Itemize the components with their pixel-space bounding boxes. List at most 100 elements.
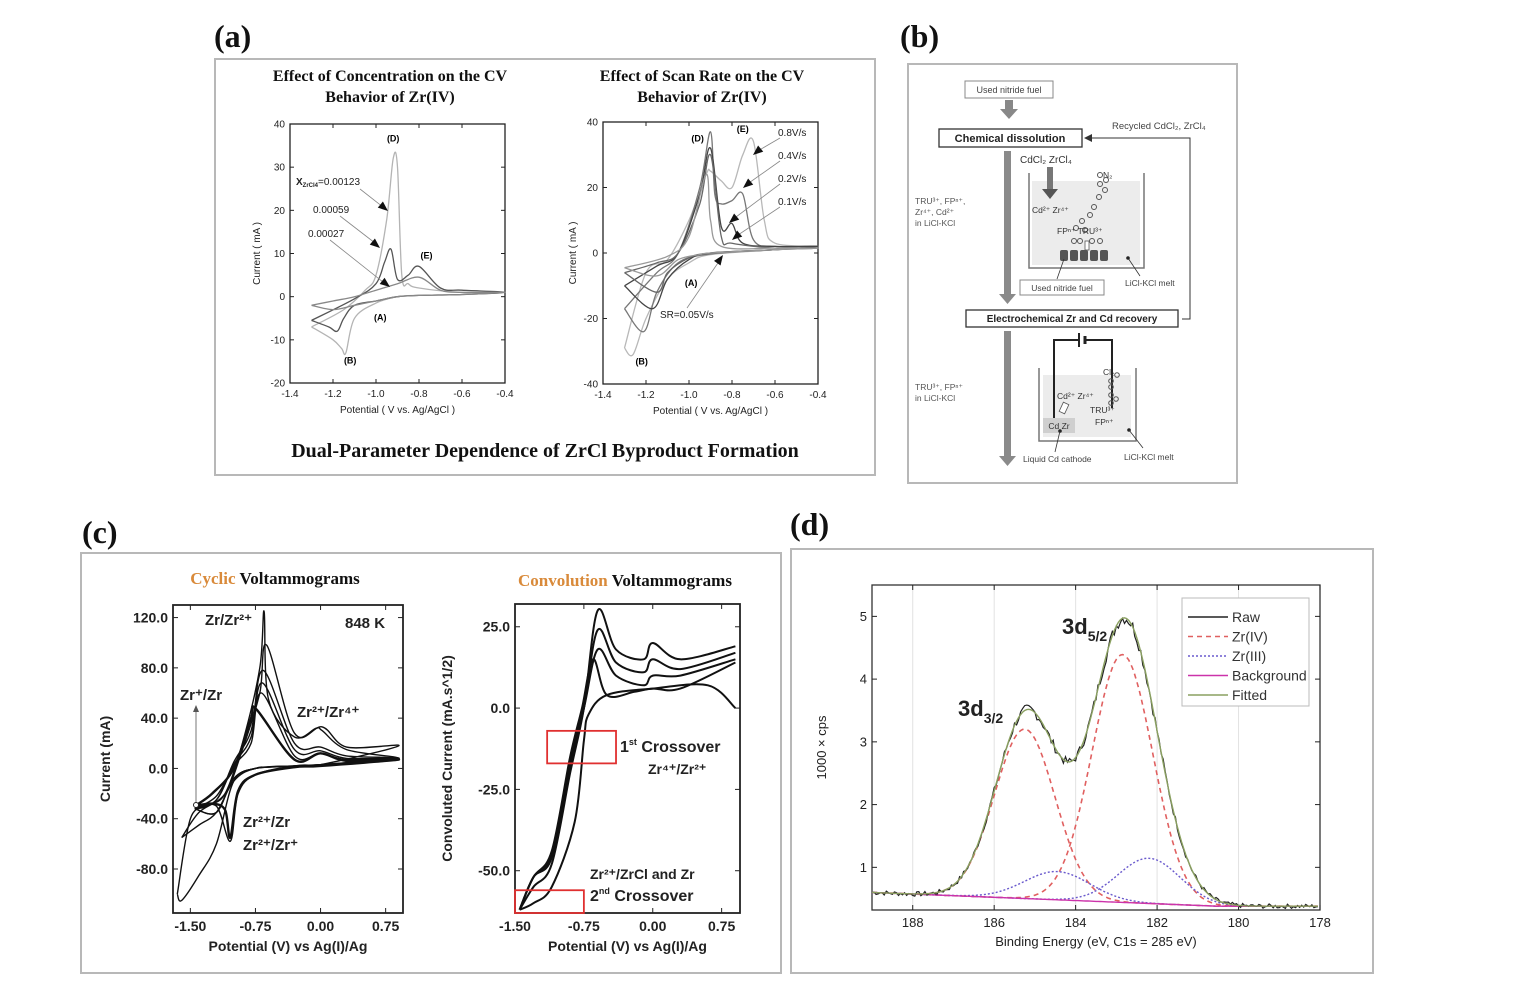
cv-curve-0.4Vs bbox=[623, 131, 819, 333]
plot-area-frame bbox=[871, 584, 1321, 911]
y-tick-label: -50.0 bbox=[478, 863, 510, 879]
panel-c-left-title: Cyclic Voltammograms bbox=[140, 569, 410, 589]
y-tick-label: 80.0 bbox=[141, 660, 168, 676]
cv-curve-SR0.05Vs bbox=[624, 173, 819, 277]
series-label-0.00059: 0.00059 bbox=[313, 205, 350, 216]
side-text-1-line1: TRU³⁺, FPⁿ⁺, bbox=[915, 196, 965, 206]
x-axis-label: Potential (V) vs Ag(I)/Ag bbox=[209, 938, 368, 954]
annotation-1st-crossover: 1st Crossover bbox=[620, 737, 721, 756]
y-tick-label: 1 bbox=[860, 860, 867, 875]
convolution-curve-scan2 bbox=[518, 627, 736, 911]
pointer-arrow-icon bbox=[713, 255, 723, 266]
y-axis-label: 1000 × cps bbox=[814, 715, 829, 779]
y-tick-label: -40 bbox=[584, 380, 599, 391]
x-tick-label: -1.2 bbox=[324, 389, 342, 400]
y-axis-label: Current (mA) bbox=[97, 716, 113, 802]
legend-label-fitted: Fitted bbox=[1232, 687, 1267, 703]
x-tick-label: -1.4 bbox=[281, 389, 299, 400]
ions-label-1: Cd²⁺ Zr⁴⁺ bbox=[1032, 205, 1069, 215]
title-rest: Voltammograms bbox=[607, 571, 732, 590]
panel-letter-a: (a) bbox=[214, 18, 252, 54]
main-flow-arrow-1 bbox=[1004, 151, 1011, 294]
y-tick-label: 3 bbox=[860, 734, 867, 749]
y-tick-label: 0.0 bbox=[149, 760, 169, 776]
annotation-zr2-zr: Zr²⁺/Zr bbox=[243, 814, 290, 831]
x-tick-label: -0.8 bbox=[410, 389, 428, 400]
chart-cyclic-voltammograms: -1.50 -0.75 0.00 0.75 -80.0 -40.0 0.0 40.0 80.0 1… bbox=[97, 604, 404, 954]
x-tick-label: -1.50 bbox=[499, 918, 531, 934]
convolution-curve-scan1 bbox=[518, 608, 736, 911]
cv-curve-0.2Vs bbox=[624, 147, 819, 310]
used-fuel-bottom-label: Used nitride fuel bbox=[1031, 283, 1093, 293]
x-tick-label: -1.4 bbox=[594, 390, 612, 401]
melt-label-1: LiCl-KCl melt bbox=[1125, 278, 1175, 288]
x-tick-label: -0.75 bbox=[568, 918, 600, 934]
annotation-zr4-zr2: Zr⁴⁺/Zr²⁺ bbox=[648, 761, 706, 777]
annotation-E: (E) bbox=[421, 251, 433, 261]
arrow-down-icon bbox=[1005, 100, 1013, 109]
chart-convolution-voltammograms: -1.50 -0.75 0.00 0.75 -50.0 -25.0 0.0 25.0 Poten… bbox=[439, 603, 741, 954]
cv-curve-0.00027 bbox=[311, 276, 506, 311]
ions-label-2: Cd²⁺ Zr⁴⁺ bbox=[1057, 391, 1094, 401]
y-tick-label: -10 bbox=[271, 335, 286, 346]
y-tick-label: -20 bbox=[271, 379, 286, 390]
pointer-arrow-icon bbox=[729, 213, 740, 223]
chemical-dissolution-label: Chemical dissolution bbox=[955, 133, 1066, 145]
y-tick-label: -20 bbox=[584, 314, 599, 325]
y-tick-label: 20 bbox=[274, 206, 286, 217]
series-label-SR=0.05V/s: SR=0.05V/s bbox=[660, 310, 714, 321]
x-tick-label: 0.00 bbox=[639, 918, 666, 934]
chart-xps-zr3d: 188 186 184 182 180 178 1 2 3 4 5 Binding Energy (e… bbox=[814, 584, 1331, 949]
side-text-2-line1: TRU³⁺, FPⁿ⁺ bbox=[915, 382, 963, 392]
circuit-wire bbox=[1053, 339, 1079, 426]
y-axis-label: Convoluted Current (mA.s^1/2) bbox=[439, 655, 455, 862]
pointer-line bbox=[745, 160, 781, 186]
cl2-label: Cl₂ bbox=[1103, 367, 1114, 377]
x-tick-label: 186 bbox=[983, 915, 1005, 930]
pointer-line bbox=[359, 188, 384, 208]
x-axis-label: Potential ( V vs. Ag/AgCl ) bbox=[653, 406, 768, 417]
y-tick-label: 0 bbox=[279, 292, 285, 303]
recycled-label: Recycled CdCl₂, ZrCl₄ bbox=[1112, 121, 1206, 132]
background-curve bbox=[871, 891, 1318, 907]
tru-label-2: TRU³⁺ bbox=[1090, 405, 1115, 415]
pointer-arrow-icon bbox=[743, 178, 754, 188]
panel-a-frame bbox=[214, 58, 876, 476]
chart-scan-rate-cv: -1.4 -1.2 -1.0 -0.8 -0.6 -0.4 -40 -20 0 20 40 Poten… bbox=[568, 118, 827, 418]
x-tick-label: -0.4 bbox=[809, 390, 827, 401]
annotation-temperature: 848 K bbox=[345, 615, 385, 632]
annotation-zr-zr2: Zr/Zr²⁺ bbox=[205, 612, 252, 629]
cd-zr-cathode bbox=[1043, 418, 1075, 433]
y-axis-label: Current ( mA ) bbox=[252, 222, 263, 285]
cd-zr-label: Cd Zr bbox=[1048, 421, 1069, 431]
pointer-arrow-icon bbox=[377, 201, 388, 211]
gas-bubbles bbox=[1071, 172, 1109, 244]
main-flow-arrow-2 bbox=[1004, 331, 1011, 456]
used-fuel-label-box bbox=[1019, 279, 1105, 296]
n2-label: N₂ bbox=[1103, 170, 1112, 180]
side-text-2-line2: in LiCl-KCl bbox=[915, 393, 955, 403]
x-tick-label: 182 bbox=[1146, 915, 1168, 930]
series-label-0.00027: 0.00027 bbox=[308, 229, 345, 240]
series-label-0.4V/s: 0.4V/s bbox=[778, 151, 806, 162]
x-tick-label: -1.2 bbox=[637, 390, 655, 401]
crossover-box-2 bbox=[514, 889, 585, 914]
title-rest: Voltammograms bbox=[235, 569, 360, 588]
y-tick-label: 4 bbox=[860, 672, 867, 687]
y-tick-label: -40.0 bbox=[136, 811, 168, 827]
legend-frame bbox=[1181, 597, 1310, 707]
chart-concentration-cv: -1.4 -1.2 -1.0 -0.8 -0.6 -0.4 -20 -10 0 10 20 30 40 P… bbox=[252, 120, 514, 417]
x-axis-label: Binding Energy (eV, C1s = 285 eV) bbox=[995, 934, 1197, 949]
y-tick-label: -80.0 bbox=[136, 861, 168, 877]
panel-letter-d: (d) bbox=[790, 506, 830, 542]
legend-label-raw: Raw bbox=[1232, 609, 1261, 625]
annotation-B: (B) bbox=[635, 356, 648, 366]
plot-area-frame bbox=[514, 603, 741, 914]
x-tick-label: -1.0 bbox=[367, 389, 385, 400]
convolution-curve-scan3 bbox=[518, 647, 736, 911]
y-tick-label: 40 bbox=[587, 118, 599, 129]
recycle-arrow bbox=[1084, 134, 1191, 320]
pointer-arrow-icon bbox=[753, 145, 764, 155]
x-tick-label: 180 bbox=[1228, 915, 1250, 930]
x-tick-label: 0.00 bbox=[307, 918, 334, 934]
